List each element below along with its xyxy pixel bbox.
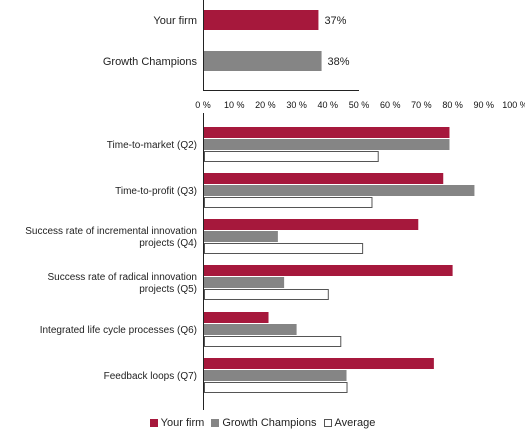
category-label-1-line-0: Time-to-profit (Q3): [115, 186, 197, 197]
bar-3-your-firm: [204, 265, 453, 276]
bar-5-growth-champions: [204, 370, 347, 381]
legend-item-your-firm: Your firm: [149, 417, 205, 429]
top-category-label-1: Growth Champions: [103, 56, 198, 68]
legend-swatch-growth-champions: [211, 419, 220, 427]
bar-2-your-firm: [204, 219, 419, 230]
bar-1-growth-champions: [204, 185, 475, 196]
x-tick-label-4: 40 %: [318, 100, 339, 110]
bar-5-average: [204, 382, 348, 393]
bar-0-growth-champions: [204, 139, 450, 150]
x-tick-label-9: 90 %: [474, 100, 495, 110]
x-tick-label-8: 80 %: [442, 100, 463, 110]
category-label-2-line-0: Success rate of incremental innovation: [25, 226, 197, 237]
bar-4-your-firm: [204, 312, 269, 323]
category-label-4-line-0: Integrated life cycle processes (Q6): [40, 325, 197, 336]
category-label-0-line-0: Time-to-market (Q2): [107, 140, 197, 151]
legend-label-average: Average: [334, 417, 376, 429]
bar-4-average: [204, 336, 342, 347]
bar-0-your-firm: [204, 127, 450, 138]
bar-2-growth-champions: [204, 231, 278, 242]
top-value-label-0: 37%: [324, 15, 346, 27]
category-label-2-line-1: projects (Q4): [139, 238, 197, 249]
legend: Your firm Growth Champions Average: [0, 417, 525, 429]
bar-4-growth-champions: [204, 324, 297, 335]
x-tick-label-6: 60 %: [380, 100, 401, 110]
legend-label-your-firm: Your firm: [160, 417, 205, 429]
bar-5-your-firm: [204, 358, 434, 369]
category-label-5-line-0: Feedback loops (Q7): [104, 371, 197, 382]
legend-swatch-your-firm: [149, 419, 158, 427]
bar-3-average: [204, 289, 329, 300]
legend-item-growth-champions: Growth Champions: [211, 417, 316, 429]
top-bar-1: [204, 51, 322, 71]
legend-label-growth-champions: Growth Champions: [222, 417, 317, 429]
x-tick-label-0: 0 %: [195, 100, 211, 110]
x-tick-label-5: 50 %: [349, 100, 370, 110]
bar-0-average: [204, 151, 379, 162]
bar-2-average: [204, 243, 364, 254]
bar-1-your-firm: [204, 173, 444, 184]
category-label-3-line-0: Success rate of radical innovation: [47, 272, 197, 283]
category-label-3-line-1: projects (Q5): [139, 284, 197, 295]
x-tick-label-1: 10 %: [224, 100, 245, 110]
bar-3-growth-champions: [204, 277, 285, 288]
bar-1-average: [204, 197, 373, 208]
x-tick-label-7: 70 %: [411, 100, 432, 110]
top-category-label-0: Your firm: [153, 15, 197, 27]
top-value-label-1: 38%: [328, 56, 350, 68]
x-tick-label-2: 20 %: [255, 100, 276, 110]
x-tick-label-3: 30 %: [286, 100, 307, 110]
x-tick-label-10: 100 %: [502, 100, 525, 110]
legend-item-average: Average: [323, 417, 376, 429]
legend-swatch-average: [323, 419, 332, 427]
top-bar-0: [204, 10, 319, 30]
